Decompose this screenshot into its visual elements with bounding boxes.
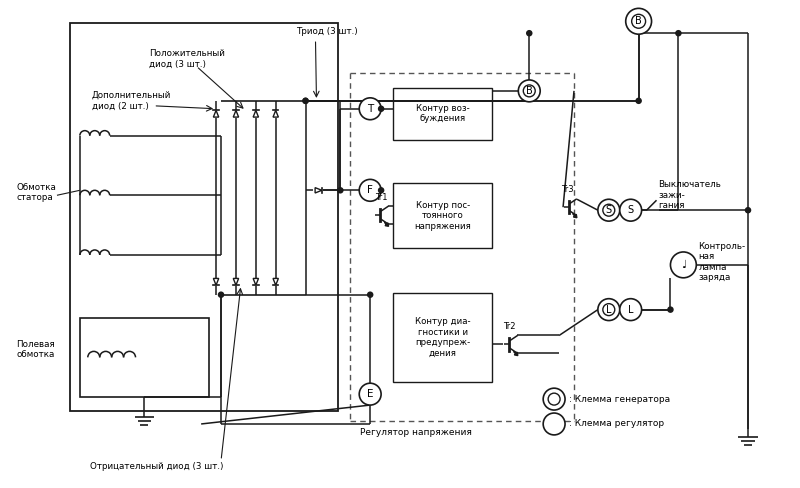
Circle shape <box>359 383 381 405</box>
Circle shape <box>338 188 343 193</box>
Polygon shape <box>234 110 238 117</box>
Text: ♩: ♩ <box>681 260 686 270</box>
Text: F: F <box>367 185 373 195</box>
Text: T: T <box>367 104 374 114</box>
Text: Полевая
обмотка: Полевая обмотка <box>16 340 55 359</box>
Circle shape <box>632 14 646 28</box>
Polygon shape <box>234 279 238 285</box>
Circle shape <box>603 304 614 316</box>
Text: Отрицательный диод (3 шт.): Отрицательный диод (3 шт.) <box>90 462 223 471</box>
Text: Триод (3 шт.): Триод (3 шт.) <box>295 27 358 36</box>
Text: Контур воз-
буждения: Контур воз- буждения <box>416 104 470 123</box>
Circle shape <box>636 99 641 103</box>
Text: Выключатель
зажи-
гания: Выключатель зажи- гания <box>658 181 722 210</box>
Circle shape <box>543 413 565 435</box>
FancyArrow shape <box>573 214 577 218</box>
Circle shape <box>603 204 614 216</box>
Polygon shape <box>214 279 218 285</box>
Circle shape <box>746 208 750 213</box>
Bar <box>393 183 493 248</box>
Text: Контроль-
ная
лампа
заряда: Контроль- ная лампа заряда <box>698 242 746 282</box>
Text: S: S <box>628 205 634 215</box>
Circle shape <box>526 31 532 36</box>
FancyArrow shape <box>385 222 389 226</box>
Text: Положительный
диод (3 шт.): Положительный диод (3 шт.) <box>150 49 226 69</box>
Text: Tr2: Tr2 <box>503 322 516 331</box>
Text: Tr1: Tr1 <box>375 193 388 202</box>
Text: Обмотка
статора: Обмотка статора <box>16 183 56 202</box>
Text: Контур пос-
тоянного
напряжения: Контур пос- тоянного напряжения <box>414 201 471 230</box>
Circle shape <box>598 199 620 221</box>
Text: S: S <box>606 205 612 215</box>
Bar <box>393 293 493 382</box>
Text: Tr3: Tr3 <box>561 185 574 194</box>
Text: B: B <box>635 16 642 26</box>
Circle shape <box>598 299 620 321</box>
Text: L: L <box>628 305 634 315</box>
Polygon shape <box>315 187 322 193</box>
Circle shape <box>303 99 308 103</box>
Circle shape <box>626 8 651 34</box>
FancyArrow shape <box>514 351 518 356</box>
Circle shape <box>676 31 681 36</box>
Text: B: B <box>526 86 533 96</box>
Polygon shape <box>273 110 278 117</box>
Text: Регулятор напряжения: Регулятор напряжения <box>360 428 472 437</box>
Circle shape <box>378 188 383 193</box>
Text: E: E <box>367 389 374 399</box>
Circle shape <box>543 388 565 410</box>
Polygon shape <box>253 279 258 285</box>
Circle shape <box>518 80 540 102</box>
Text: L: L <box>606 305 611 315</box>
Circle shape <box>548 393 560 405</box>
Circle shape <box>620 199 642 221</box>
Bar <box>80 318 209 397</box>
Circle shape <box>670 252 696 278</box>
Circle shape <box>359 98 381 120</box>
Circle shape <box>620 299 642 321</box>
Circle shape <box>378 106 383 111</box>
Text: : Клемма регулятор: : Клемма регулятор <box>569 420 664 428</box>
Circle shape <box>368 292 373 297</box>
Circle shape <box>668 307 673 312</box>
Bar <box>393 88 493 140</box>
Circle shape <box>303 99 308 103</box>
Text: : Клемма генератора: : Клемма генератора <box>569 395 670 404</box>
Polygon shape <box>253 110 258 117</box>
Circle shape <box>359 180 381 201</box>
Text: Контур диа-
гностики и
предупреж-
дения: Контур диа- гностики и предупреж- дения <box>415 317 470 358</box>
Polygon shape <box>273 279 278 285</box>
Circle shape <box>523 85 535 97</box>
Text: Дополнительный
диод (2 шт.): Дополнительный диод (2 шт.) <box>92 91 171 110</box>
Circle shape <box>218 292 223 297</box>
Bar <box>70 23 338 411</box>
Polygon shape <box>214 110 218 117</box>
